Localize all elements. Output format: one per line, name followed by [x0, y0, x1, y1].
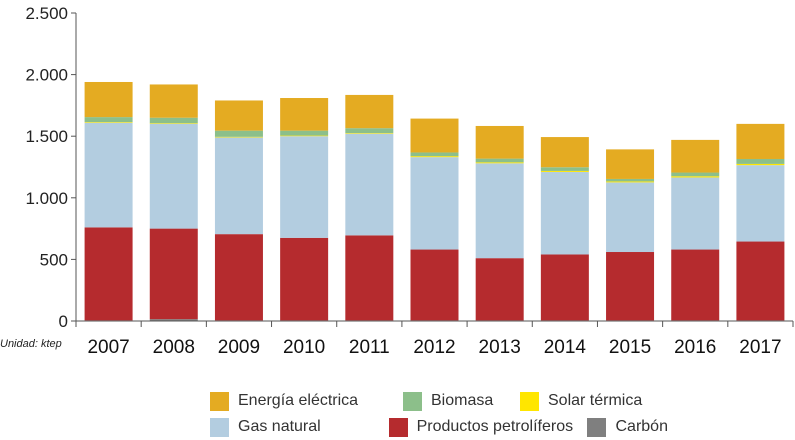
bar-segment [345, 133, 394, 134]
bars [84, 81, 785, 321]
y-tick-label: 1.000 [25, 189, 68, 208]
bar-segment [671, 139, 720, 173]
bar-segment [410, 156, 459, 158]
x-tick-label: 2014 [544, 337, 587, 358]
x-tick-label: 2015 [609, 337, 651, 358]
legend-label: Carbón [615, 418, 668, 435]
bar-segment [606, 149, 655, 179]
bar-segment [671, 177, 720, 250]
bar-segment [736, 158, 785, 164]
bar-segment [540, 167, 589, 171]
legend-label: Energía eléctrica [238, 392, 359, 409]
y-tick-label: 0 [59, 312, 68, 331]
bar-segment [149, 228, 198, 320]
legend-swatch [520, 391, 539, 411]
x-tick-label: 2017 [739, 337, 781, 358]
bar-segment [736, 123, 785, 159]
x-tick-label: 2010 [283, 337, 325, 358]
legend-item-gas-natural: Gas natural [210, 417, 389, 437]
bar-segment [214, 234, 263, 321]
bar-segment [280, 136, 329, 238]
bar-segment [84, 227, 133, 321]
bar-segment [475, 158, 524, 163]
bar-segment [345, 235, 394, 321]
x-tick-label: 2007 [87, 337, 129, 358]
bar-segment [280, 98, 329, 131]
bar-segment [149, 123, 198, 124]
legend-item-energia-electrica: Energía eléctrica [210, 391, 403, 411]
y-tick-label: 500 [40, 250, 68, 269]
bar-segment [540, 171, 589, 255]
bar-segment [540, 137, 589, 168]
unit-label: Unidad: ktep [0, 338, 62, 350]
bar-segment [345, 94, 394, 129]
legend-label: Gas natural [238, 418, 321, 435]
bar-segment [475, 258, 524, 321]
x-axis: 2007 2008 2009 2010 2011 2012 2013 2014 2015 2016… [75, 320, 794, 358]
bar-segment [736, 241, 785, 321]
bar-segment [410, 118, 459, 153]
bar-segment [410, 157, 459, 250]
bar-segment [345, 133, 394, 236]
y-tick-label: 2.500 [25, 4, 68, 23]
bar-segment [606, 252, 655, 321]
legend: Energía eléctrica Biomasa Solar térmica … [210, 388, 680, 440]
legend-row: Energía eléctrica Biomasa Solar térmica [210, 388, 680, 414]
bar-segment [606, 178, 655, 182]
bar-segment [475, 125, 524, 159]
legend-swatch [587, 417, 607, 437]
bar-segment [214, 100, 263, 131]
bar-segment [149, 319, 198, 321]
bar-segment [84, 81, 133, 118]
legend-swatch [388, 417, 408, 437]
legend-item-carbon: Carbón [587, 417, 680, 437]
x-tick-label: 2011 [349, 337, 390, 358]
x-tick-label: 2013 [479, 337, 521, 358]
bar-segment [475, 162, 524, 164]
bar-segment [149, 123, 198, 229]
x-tick-label: 2008 [153, 337, 195, 358]
legend-swatch [210, 391, 229, 411]
bar-segment [214, 137, 263, 235]
x-tick-label: 2016 [674, 337, 716, 358]
y-axis: 0 500 1.000 1.500 2.000 2.500 [25, 4, 77, 331]
bar-segment [671, 176, 720, 178]
legend-swatch [210, 417, 229, 437]
y-tick-label: 2.000 [25, 66, 68, 85]
bar-segment [149, 117, 198, 124]
bar-segment [280, 130, 329, 136]
legend-row: Gas natural Productos petrolíferos Carbó… [210, 414, 680, 440]
y-tick-label: 1.500 [25, 127, 68, 146]
legend-label: Solar térmica [548, 392, 643, 409]
bar-segment [280, 135, 329, 137]
bar-segment [149, 84, 198, 118]
bar-segment [345, 128, 394, 134]
bar-segment [540, 254, 589, 321]
bar-segment [214, 130, 263, 137]
bar-segment [671, 172, 720, 177]
bar-segment [84, 122, 133, 123]
bar-segment [214, 136, 263, 138]
legend-label: Productos petrolíferos [416, 418, 574, 435]
legend-item-solar-termica: Solar térmica [520, 391, 670, 411]
bar-segment [280, 237, 329, 321]
bar-segment [736, 163, 785, 166]
bar-segment [410, 249, 459, 321]
legend-label: Biomasa [431, 392, 494, 409]
bar-segment [736, 165, 785, 242]
bar-segment [84, 122, 133, 228]
legend-item-productos-petroliferos: Productos petrolíferos [388, 417, 588, 437]
bar-segment [606, 181, 655, 183]
bar-segment [475, 163, 524, 259]
bar-segment [540, 170, 589, 172]
x-tick-label: 2012 [413, 337, 455, 358]
x-tick-label: 2009 [218, 337, 260, 358]
legend-swatch [403, 391, 422, 411]
bar-segment [671, 249, 720, 321]
bar-segment [410, 152, 459, 157]
legend-item-biomasa: Biomasa [403, 391, 520, 411]
bar-segment [84, 117, 133, 123]
bar-segment [606, 182, 655, 253]
